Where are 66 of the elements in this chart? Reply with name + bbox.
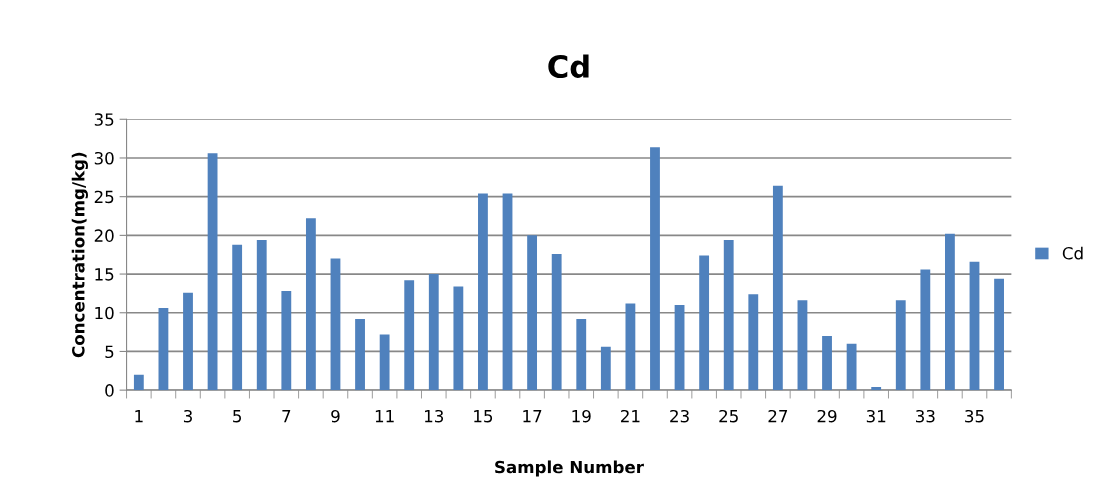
bar [551, 253, 562, 391]
y-tick-label: 20 [94, 229, 114, 242]
bar [748, 294, 759, 391]
y-tick-label: 0 [105, 384, 114, 397]
x-tick-label: 17 [523, 410, 542, 423]
bar [945, 233, 955, 391]
x-tick-label: 19 [572, 409, 591, 423]
x-axis-title: Sample Number [495, 460, 644, 477]
x-tick-label: 15 [474, 410, 493, 423]
bar [404, 280, 415, 391]
bar [871, 387, 882, 391]
x-tick-label: 23 [670, 409, 689, 423]
x-tick-label: 3 [183, 409, 192, 423]
y-tick-label: 15 [95, 268, 114, 281]
bar [994, 278, 1004, 391]
y-tick-label: 35 [94, 113, 114, 126]
bar [232, 244, 243, 391]
chart-title: Cd [548, 54, 589, 79]
bar [674, 305, 685, 391]
bar [650, 147, 660, 391]
bar [920, 269, 931, 391]
bar [723, 240, 734, 391]
x-tick-label: 29 [817, 409, 837, 423]
bar [600, 346, 611, 391]
bar [183, 292, 193, 391]
bar [895, 300, 906, 391]
x-tick-label: 21 [621, 409, 640, 423]
x-tick-label: 7 [282, 410, 291, 423]
x-tick-label: 27 [768, 409, 788, 423]
x-tick-label: 35 [965, 409, 984, 423]
x-tick-label: 13 [425, 409, 444, 423]
bar [133, 374, 144, 391]
bar [305, 218, 316, 391]
bar [772, 185, 783, 391]
bar [207, 153, 218, 391]
bar [453, 286, 464, 391]
bar [379, 334, 390, 391]
bar [256, 240, 267, 391]
bar [478, 193, 488, 391]
x-tick-label: 5 [233, 410, 242, 423]
x-tick-label: 11 [375, 410, 394, 423]
y-tick-label: 25 [94, 190, 114, 204]
x-tick-label: 31 [866, 409, 886, 423]
bar [330, 258, 341, 391]
bar [625, 303, 636, 391]
bar [699, 255, 710, 391]
bar [281, 291, 292, 391]
x-tick-label: 9 [331, 409, 340, 423]
bar [969, 261, 980, 391]
y-axis-title: Concentration(mg/kg) [71, 152, 88, 358]
bar [527, 235, 538, 391]
bar [355, 318, 365, 391]
y-tick-label: 5 [105, 345, 114, 359]
bar [846, 343, 857, 391]
bar [576, 318, 587, 391]
bar [158, 308, 169, 391]
legend-label: Cd [1062, 246, 1083, 260]
x-tick-label: 1 [135, 410, 143, 423]
bar [797, 300, 808, 391]
bar [502, 193, 513, 391]
x-tick-label: 33 [916, 409, 935, 423]
bar [822, 335, 832, 391]
y-tick-label: 10 [95, 306, 114, 320]
x-tick-label: 25 [719, 409, 738, 423]
bar [428, 274, 439, 391]
y-tick-label: 30 [94, 151, 114, 165]
